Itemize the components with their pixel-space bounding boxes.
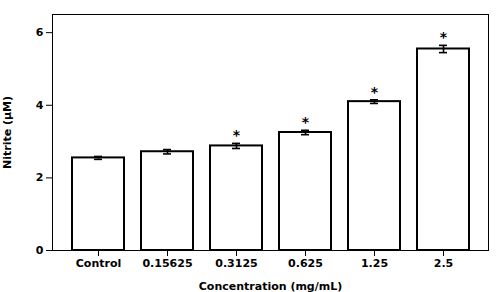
svg-text:0: 0 bbox=[36, 244, 44, 257]
svg-text:*: * bbox=[440, 29, 448, 45]
svg-text:4: 4 bbox=[36, 99, 44, 112]
svg-text:2: 2 bbox=[36, 171, 44, 184]
svg-text:0.15625: 0.15625 bbox=[142, 257, 192, 270]
svg-text:1.25: 1.25 bbox=[361, 257, 388, 270]
svg-text:*: * bbox=[233, 127, 241, 143]
svg-text:Control: Control bbox=[76, 257, 121, 270]
svg-text:0.3125: 0.3125 bbox=[215, 257, 257, 270]
svg-text:*: * bbox=[302, 114, 310, 130]
svg-text:*: * bbox=[371, 84, 379, 100]
svg-text:Nitrite (μM): Nitrite (μM) bbox=[1, 96, 14, 169]
svg-text:6: 6 bbox=[36, 26, 44, 39]
svg-text:0.625: 0.625 bbox=[288, 257, 323, 270]
svg-text:Concentration (mg/mL): Concentration (mg/mL) bbox=[199, 280, 343, 292]
svg-text:2.5: 2.5 bbox=[434, 257, 454, 270]
